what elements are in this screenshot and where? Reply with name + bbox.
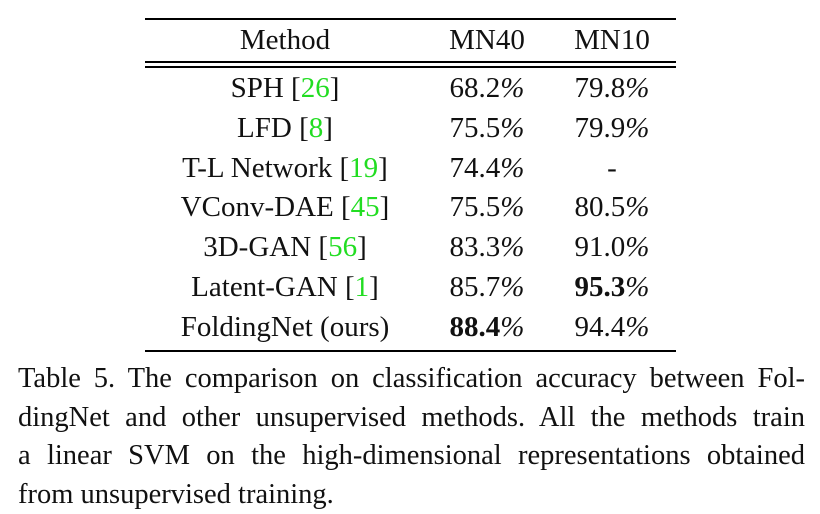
header-cell: MN10	[574, 24, 650, 56]
citation: [45]	[340, 191, 390, 224]
header-rule	[145, 61, 676, 63]
caption-line: a linear SVM on the high-dimensional rep…	[18, 440, 805, 471]
value-cell: 94.4%	[574, 310, 650, 343]
method-cell: T-L Network [19]	[182, 148, 388, 188]
citation: [26]	[291, 72, 340, 104]
method-cell: FoldingNet (ours)	[181, 307, 390, 347]
method-name: 3D-GAN	[203, 231, 312, 264]
citation: [56]	[318, 231, 367, 264]
value-cell: -	[607, 151, 617, 184]
method-name: FoldingNet (ours)	[180, 310, 390, 343]
value-cell: 91.0%	[574, 231, 650, 264]
page: Method MN40 MN10 SPH [26] 68.2% 79.8% LFD [8] 7…	[18, 18, 805, 510]
value-cell: 95.3%	[574, 271, 650, 303]
value-cell: 79.8%	[574, 72, 650, 104]
method-name: SPH	[230, 72, 284, 104]
method-cell: LFD [8]	[237, 108, 333, 148]
bottom-rule	[145, 350, 676, 352]
method-name: LFD	[237, 111, 292, 144]
method-name: VConv-DAE	[180, 191, 334, 224]
value-cell: 75.5%	[449, 111, 525, 144]
header-cell: Method	[239, 24, 331, 56]
value-cell: 74.4%	[449, 151, 525, 184]
citation: [1]	[344, 271, 379, 303]
method-cell: VConv-DAE [45]	[181, 187, 390, 227]
value-cell: 83.3%	[449, 231, 525, 264]
value-cell: 75.5%	[449, 191, 525, 224]
method-cell: 3D-GAN [56]	[203, 227, 367, 267]
header-cell: MN40	[449, 24, 525, 56]
caption-line: dingNet and other unsupervised methods. …	[18, 401, 805, 433]
citation: [8]	[299, 111, 333, 144]
value-cell: 68.2%	[449, 72, 525, 104]
value-cell: 79.9%	[574, 111, 650, 144]
method-name: Latent-GAN	[191, 271, 338, 303]
caption-line: from unsupervised training.	[18, 478, 334, 510]
value-cell: 88.4%	[449, 310, 525, 343]
caption-line: Table 5. The comparison on classificatio…	[18, 363, 805, 394]
top-rule	[145, 18, 676, 20]
header-rule	[145, 66, 676, 68]
citation: [19]	[339, 151, 388, 184]
value-cell: 85.7%	[449, 271, 525, 303]
method-name: T-L Network	[182, 151, 333, 184]
method-cell: Latent-GAN [1]	[191, 267, 379, 307]
method-cell: SPH [26]	[231, 68, 340, 108]
value-cell: 80.5%	[574, 191, 650, 224]
